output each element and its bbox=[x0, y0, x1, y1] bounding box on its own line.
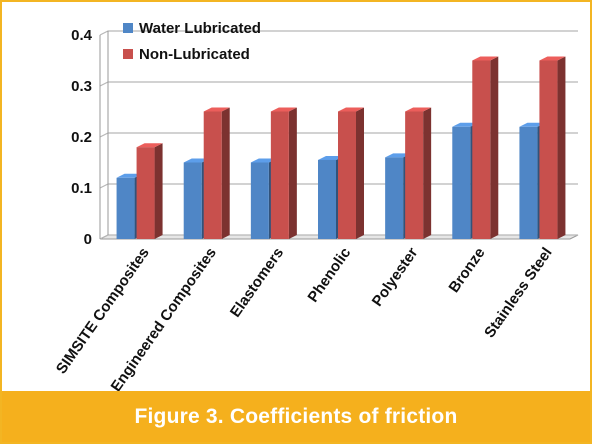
x-category-label: Bronze bbox=[445, 245, 488, 296]
bar-side-face bbox=[221, 107, 230, 239]
bar-top-face bbox=[519, 122, 546, 127]
legend-label: Water Lubricated bbox=[139, 20, 261, 37]
x-category-label: Stainless Steel bbox=[481, 245, 556, 341]
bar-front-face bbox=[203, 111, 222, 239]
bar-top-face bbox=[270, 107, 297, 112]
non-lubricated-bar bbox=[472, 56, 499, 239]
legend: Water Lubricated Non-Lubricated bbox=[123, 20, 261, 63]
bar-top-face bbox=[539, 56, 566, 61]
x-category-label: Polyester bbox=[369, 244, 422, 309]
bar-top-face bbox=[385, 153, 412, 158]
bar-front-face bbox=[385, 157, 404, 239]
bar-front-face bbox=[519, 126, 538, 239]
bar-top-face bbox=[452, 122, 479, 127]
bar-chart: 0 0.1 0.2 0.3 0.4 SIMSITE CompositesEngineer… bbox=[53, 20, 579, 391]
bar-front-face bbox=[116, 177, 135, 239]
x-category-label: Elastomers bbox=[227, 245, 287, 321]
y-tick-label: 0.4 bbox=[71, 27, 93, 44]
bar-side-face bbox=[557, 56, 566, 239]
bar-side-face bbox=[288, 107, 297, 239]
y-tick-label: 0.3 bbox=[71, 78, 92, 95]
bar-top-face bbox=[338, 107, 364, 112]
legend-label: Non-Lubricated bbox=[139, 46, 250, 63]
bar-top-face bbox=[203, 107, 230, 112]
bar-front-face bbox=[136, 147, 155, 239]
bar-side-face bbox=[154, 143, 163, 239]
non-lubricated-bar bbox=[338, 107, 364, 239]
gridline bbox=[99, 81, 578, 87]
bars bbox=[116, 56, 566, 239]
figure-caption: Figure 3. Coefficients of friction bbox=[2, 391, 590, 442]
y-tick-label: 0 bbox=[84, 231, 92, 248]
bar-top-face bbox=[405, 107, 432, 112]
bar-front-face bbox=[250, 162, 269, 239]
bar-side-face bbox=[423, 107, 432, 239]
bar-top-face bbox=[116, 173, 143, 178]
non-lubricated-bar bbox=[136, 143, 163, 239]
x-category-label: Phenolic bbox=[304, 245, 354, 306]
y-tick-label: 0.2 bbox=[71, 129, 92, 146]
bar-top-face bbox=[472, 56, 499, 61]
bar-front-face bbox=[270, 111, 289, 239]
bar-side-face bbox=[490, 56, 499, 239]
bar-front-face bbox=[318, 159, 336, 239]
bar-top-face bbox=[318, 155, 344, 160]
bar-front-face bbox=[405, 111, 424, 239]
legend-swatch bbox=[123, 23, 133, 33]
non-lubricated-bar bbox=[405, 107, 432, 239]
non-lubricated-bar bbox=[203, 107, 230, 239]
bar-front-face bbox=[183, 162, 202, 239]
non-lubricated-bar bbox=[270, 107, 297, 239]
legend-swatch bbox=[123, 49, 133, 59]
non-lubricated-bar bbox=[539, 56, 566, 239]
y-axis: 0 0.1 0.2 0.3 0.4 bbox=[71, 27, 109, 248]
bar-front-face bbox=[539, 60, 558, 239]
bar-top-face bbox=[136, 143, 163, 148]
y-tick-label: 0.1 bbox=[71, 180, 92, 197]
bar-front-face bbox=[452, 126, 471, 239]
bar-front-face bbox=[472, 60, 491, 239]
bar-top-face bbox=[250, 158, 277, 163]
bar-top-face bbox=[183, 158, 210, 163]
bar-front-face bbox=[338, 111, 356, 239]
caption-text: Figure 3. Coefficients of friction bbox=[134, 404, 458, 428]
bar-side-face bbox=[356, 107, 364, 239]
